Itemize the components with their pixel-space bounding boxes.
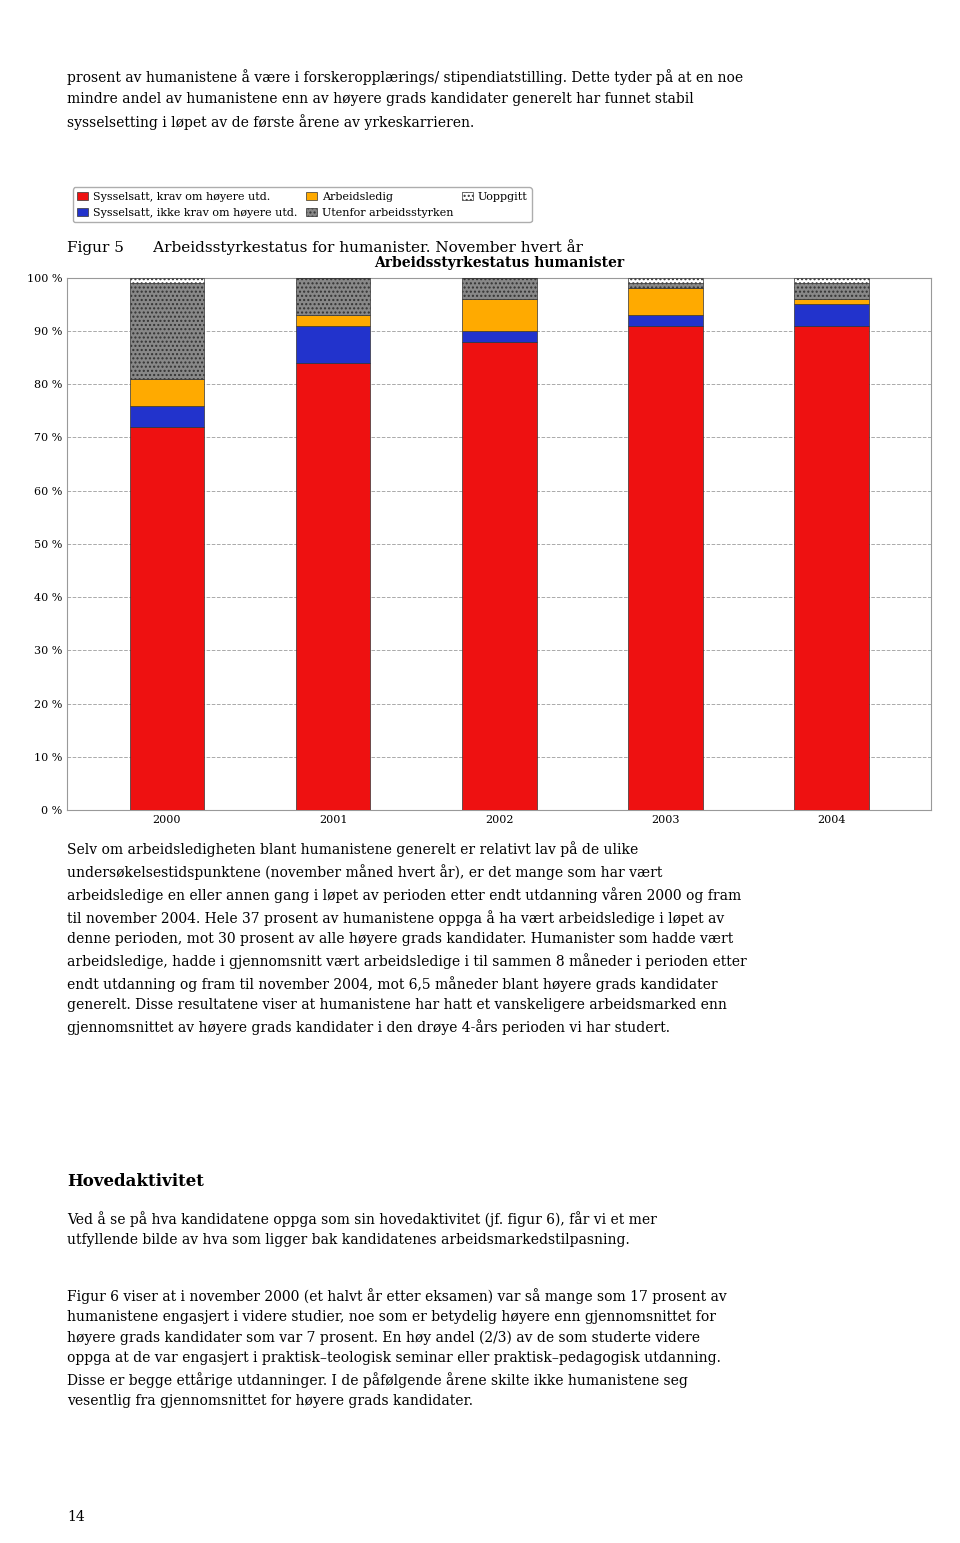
Bar	[794, 282, 869, 299]
Text: Ved å se på hva kandidatene oppga som sin hovedaktivitet (jf. figur 6), får vi e: Ved å se på hva kandidatene oppga som si…	[67, 1211, 657, 1247]
Text: Figur 5      Arbeidsstyrkestatus for humanister. November hvert år: Figur 5 Arbeidsstyrkestatus for humanist…	[67, 239, 584, 255]
Bar	[130, 406, 204, 427]
Bar	[462, 332, 537, 341]
Bar	[296, 315, 371, 326]
Bar	[794, 299, 869, 304]
Bar	[462, 278, 537, 299]
Bar	[296, 363, 371, 810]
Bar	[462, 299, 537, 332]
Bar	[628, 282, 703, 289]
Bar	[628, 278, 703, 282]
Bar	[628, 326, 703, 810]
Bar	[628, 289, 703, 315]
Bar	[794, 304, 869, 326]
Bar	[628, 315, 703, 326]
Legend: Sysselsatt, krav om høyere utd., Sysselsatt, ikke krav om høyere utd., Arbeidsle: Sysselsatt, krav om høyere utd., Syssels…	[73, 188, 532, 222]
Text: prosent av humanistene å være i forskeropplærings/ stipendiatstilling. Dette tyd: prosent av humanistene å være i forskero…	[67, 69, 743, 130]
Text: Selv om arbeidsledigheten blant humanistene generelt er relativt lav på de ulike: Selv om arbeidsledigheten blant humanist…	[67, 841, 747, 1035]
Text: Hovedaktivitet: Hovedaktivitet	[67, 1173, 204, 1190]
Bar	[794, 326, 869, 810]
Bar	[296, 326, 371, 363]
Bar	[130, 380, 204, 406]
Title: Arbeidsstyrkestatus humanister: Arbeidsstyrkestatus humanister	[374, 256, 624, 270]
Bar	[794, 278, 869, 282]
Bar	[462, 341, 537, 810]
Text: Figur 6 viser at i november 2000 (et halvt år etter eksamen) var så mange som 17: Figur 6 viser at i november 2000 (et hal…	[67, 1288, 727, 1409]
Bar	[296, 278, 371, 315]
Bar	[130, 427, 204, 810]
Bar	[130, 282, 204, 380]
Text: 14: 14	[67, 1511, 84, 1524]
Bar	[130, 278, 204, 282]
